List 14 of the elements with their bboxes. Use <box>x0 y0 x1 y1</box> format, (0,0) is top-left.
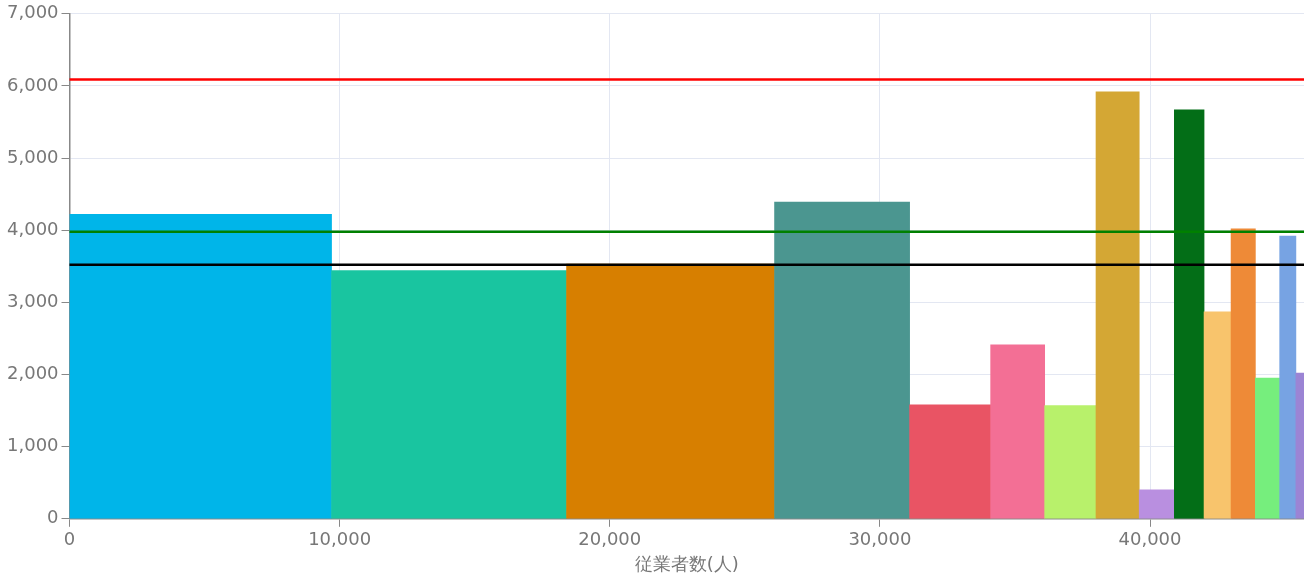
x-tick-label: 40,000 <box>1118 528 1182 550</box>
y-tick-label: 4,000 <box>7 217 59 239</box>
y-tick-label: 6,000 <box>7 73 59 95</box>
y-tick-label: 2,000 <box>7 362 59 384</box>
y-tick-label: 3,000 <box>7 290 59 312</box>
y-tick-label: 1,000 <box>7 434 59 456</box>
x-tick-label: 0 <box>63 528 76 550</box>
x-tick-label: 10,000 <box>308 528 372 550</box>
x-tick-label: 20,000 <box>578 528 642 550</box>
y-tick-label: 0 <box>47 506 59 528</box>
x-tick-label: 30,000 <box>848 528 912 550</box>
x-axis-title: 従業者数(人) <box>634 552 739 574</box>
y-tick-label: 5,000 <box>7 145 59 167</box>
y-tick-label: 7,000 <box>7 1 59 23</box>
